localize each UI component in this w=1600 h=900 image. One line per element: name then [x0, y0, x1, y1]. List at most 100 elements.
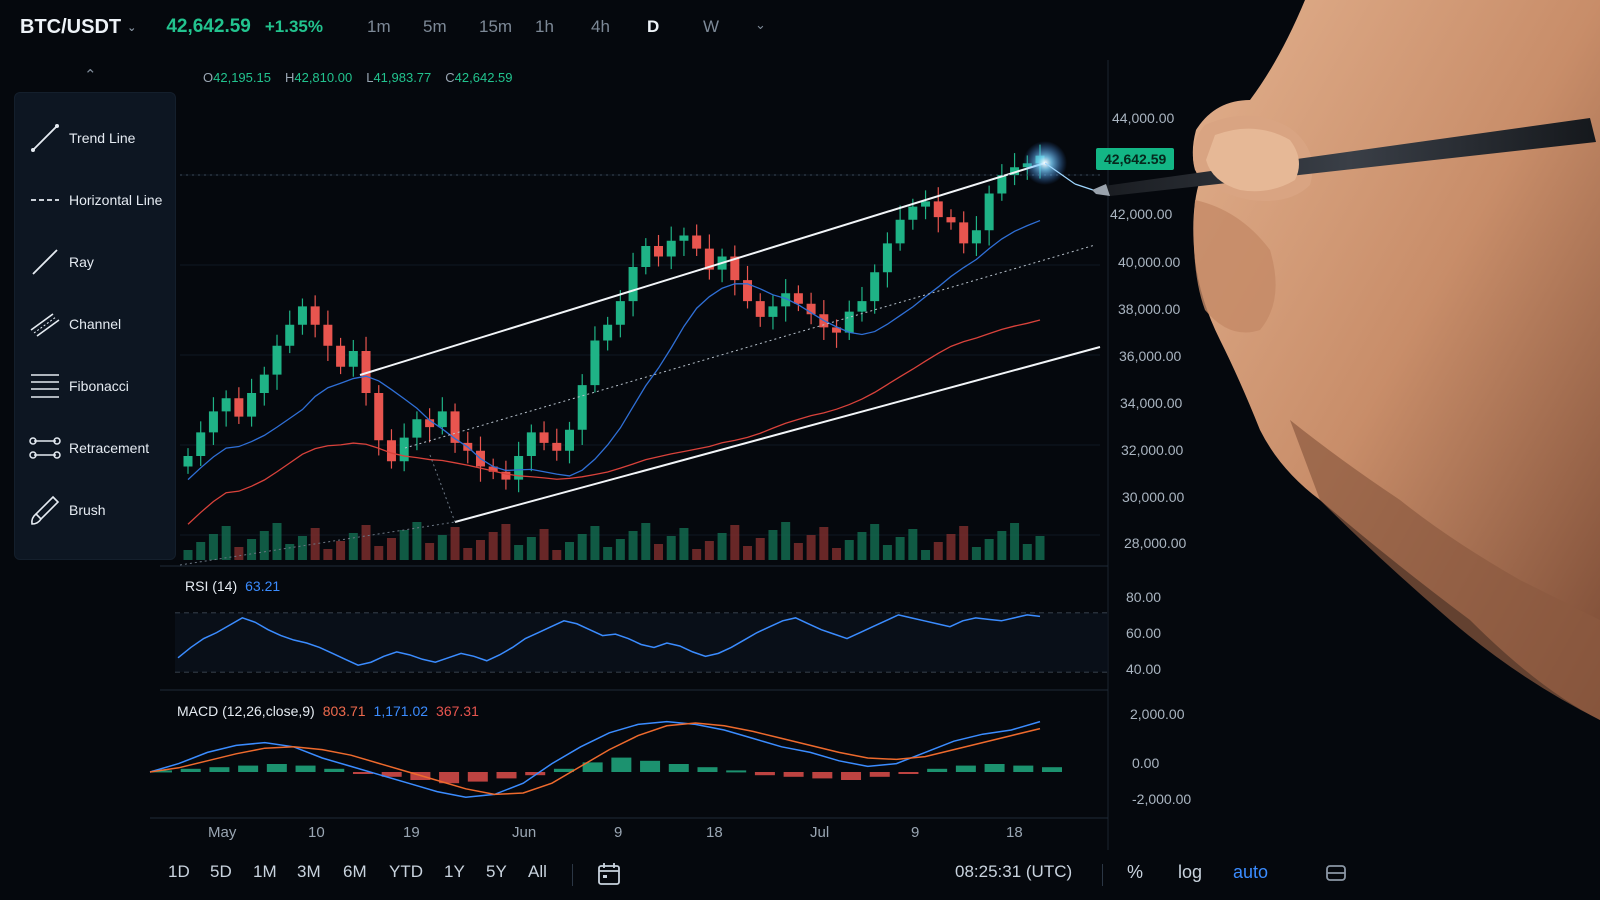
candle-body	[933, 201, 943, 218]
tool-retracement[interactable]: Retracement	[15, 423, 177, 473]
tool-trend-line[interactable]: Trend Line	[15, 113, 177, 163]
price-axis-label: 38,000.00	[1118, 301, 1181, 317]
candle-body	[399, 437, 409, 462]
candle-body	[921, 201, 931, 207]
volume-bar	[882, 545, 892, 560]
macd-histogram-bar	[1042, 767, 1062, 772]
volume-bar	[425, 543, 435, 560]
range-5y[interactable]: 5Y	[486, 862, 507, 881]
candle-body	[908, 206, 918, 220]
range-all[interactable]: All	[528, 862, 547, 881]
candle-body	[692, 235, 702, 249]
tool-fibonacci[interactable]: Fibonacci	[15, 361, 177, 411]
macd-histogram-bar	[496, 772, 517, 779]
interval-15m[interactable]: 15m	[479, 17, 513, 36]
volume-bar	[1010, 523, 1020, 560]
range-1y[interactable]: 1Y	[444, 862, 465, 881]
time-axis-label: 10	[308, 824, 325, 841]
price-axis-label: 42,000.00	[1110, 206, 1173, 222]
log-scale-toggle[interactable]: log	[1178, 862, 1203, 882]
volume-bar	[984, 539, 994, 560]
rsi-value: 63.21	[245, 578, 281, 594]
macd-legend: MACD (12,26,close,9) 803.71 1,171.02 367.31	[177, 703, 479, 719]
candle-body	[984, 193, 994, 231]
candle-body	[781, 293, 791, 307]
volume-bar	[806, 535, 816, 560]
volume-bar	[285, 544, 295, 560]
range-6m[interactable]: 6M	[343, 862, 367, 881]
candle-body	[946, 217, 956, 223]
macd-histogram-bar	[295, 765, 316, 772]
candle-body	[374, 393, 384, 441]
fibonacci-icon	[31, 374, 59, 398]
volume-bar	[437, 535, 447, 560]
candle-body	[755, 301, 765, 317]
collapse-toolbar-chevron-up-icon[interactable]: ⌃	[84, 67, 97, 84]
interval-4h[interactable]: 4h	[591, 17, 610, 36]
brush-icon	[31, 495, 60, 525]
range-3m[interactable]: 3M	[297, 862, 321, 881]
candle-body	[336, 345, 346, 367]
percent-scale-toggle[interactable]: %	[1127, 862, 1144, 882]
price-axis-label: 28,000.00	[1124, 535, 1187, 551]
time-axis-label: 18	[706, 824, 723, 841]
macd-histogram-bar	[697, 767, 718, 772]
candle-body	[1010, 167, 1020, 176]
price-axis-label: 36,000.00	[1119, 348, 1182, 364]
utc-clock[interactable]: 08:25:31 (UTC)	[955, 862, 1073, 881]
tool-horizontal-line[interactable]: Horizontal Line	[15, 175, 177, 225]
interval-5m[interactable]: 5m	[423, 17, 447, 36]
tool-label: Ray	[69, 254, 94, 270]
horizontal-line-icon	[31, 199, 59, 201]
macd-histogram-bar	[726, 770, 747, 773]
tool-ray[interactable]: Ray	[15, 237, 177, 287]
volume-bar	[743, 546, 753, 560]
candle-body	[895, 219, 905, 244]
price-axis-label: 34,000.00	[1120, 395, 1183, 411]
macd-histogram-bar	[152, 770, 172, 773]
volume-bar	[196, 542, 206, 560]
macd-histogram-bar	[841, 772, 862, 780]
volume-bar	[603, 547, 613, 560]
volume-bar	[755, 538, 765, 560]
range-1m[interactable]: 1M	[253, 862, 277, 881]
interval-1h[interactable]: 1h	[535, 17, 554, 36]
volume-bar	[704, 541, 714, 560]
volume-bar	[959, 526, 969, 560]
candle-body	[628, 267, 638, 302]
macd-histogram-bar	[439, 772, 460, 784]
tool-channel[interactable]: Channel	[15, 299, 177, 349]
interval-1m[interactable]: 1m	[367, 17, 391, 36]
volume-bar	[361, 525, 371, 560]
calendar-icon[interactable]	[597, 862, 621, 886]
candle-body	[488, 466, 498, 472]
volume-bar	[666, 536, 676, 560]
volume-bar	[386, 538, 396, 560]
tool-brush[interactable]: Brush	[15, 485, 177, 535]
volume-bar	[564, 542, 574, 560]
interval-d[interactable]: D	[647, 17, 660, 36]
auto-scale-toggle[interactable]: auto	[1233, 862, 1269, 882]
macd-value-1: 803.71	[322, 703, 366, 719]
macd-histogram-bar	[812, 772, 833, 779]
volume-bar	[997, 531, 1007, 560]
candle-body	[272, 345, 282, 375]
more-intervals-chevron-icon[interactable]: ⌄	[755, 17, 766, 32]
range-5d[interactable]: 5D	[210, 862, 232, 881]
candle-body	[832, 327, 842, 333]
macd-histogram-bar	[582, 762, 603, 772]
settings-icon[interactable]	[1325, 862, 1347, 884]
interval-w[interactable]: W	[703, 17, 720, 36]
rsi-axis-label: 40.00	[1126, 661, 1162, 677]
volume-bar	[501, 524, 511, 560]
volume-bar	[908, 529, 918, 560]
range-ytd[interactable]: YTD	[389, 862, 423, 881]
candle-body	[603, 324, 613, 341]
range-1d[interactable]: 1D	[168, 862, 190, 881]
symbol-selector[interactable]: BTC/USDT ⌄	[20, 16, 136, 39]
candle-body	[577, 385, 587, 430]
macd-histogram-bar	[238, 765, 259, 772]
candle-body	[234, 398, 244, 417]
candle-body	[196, 432, 206, 456]
